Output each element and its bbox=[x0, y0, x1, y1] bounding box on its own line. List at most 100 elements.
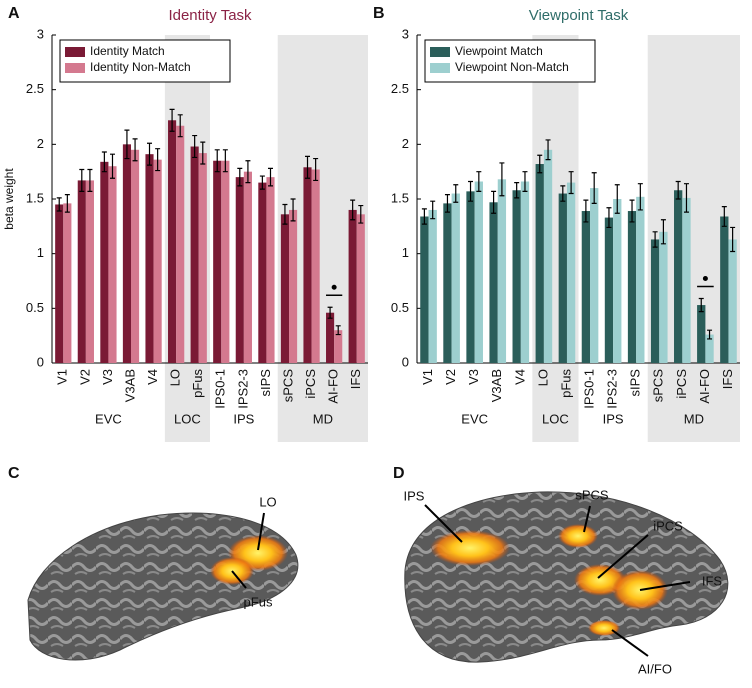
brain-d: D IPS sPCS iPCS IFS AI/FO bbox=[393, 465, 729, 676]
group-label: LOC bbox=[542, 411, 569, 426]
panel-letter: B bbox=[373, 5, 385, 22]
x-tick-label: LO bbox=[168, 369, 183, 386]
x-tick-label: sIPS bbox=[628, 369, 643, 397]
y-tick-label: 2 bbox=[37, 136, 44, 151]
bar bbox=[311, 169, 320, 363]
bar bbox=[512, 190, 521, 363]
legend-box bbox=[424, 39, 596, 83]
error-bar bbox=[707, 329, 713, 340]
y-tick-label: 1.5 bbox=[26, 190, 44, 205]
chart-title: Identity Task bbox=[168, 7, 252, 24]
region-label: iPCS bbox=[653, 518, 683, 533]
error-bar bbox=[683, 183, 689, 213]
pointer bbox=[583, 505, 591, 533]
brain-c: C LO pFus bbox=[8, 465, 299, 661]
pointer bbox=[231, 570, 247, 589]
bar bbox=[451, 193, 460, 363]
panel-letter: A bbox=[8, 5, 20, 22]
error-bar bbox=[499, 162, 505, 197]
x-tick-label: sPCS bbox=[280, 369, 295, 403]
legend-label: Viewpoint Non-Match bbox=[455, 60, 569, 74]
bar bbox=[674, 190, 683, 363]
error-bar bbox=[214, 149, 220, 173]
bar bbox=[190, 146, 199, 363]
error-bar bbox=[537, 154, 543, 174]
region-label: AI/FO bbox=[638, 661, 672, 676]
bar bbox=[63, 203, 72, 363]
error-bar bbox=[267, 167, 273, 187]
bar bbox=[420, 216, 429, 363]
group-label: EVC bbox=[461, 411, 488, 426]
bar bbox=[334, 330, 343, 363]
activation bbox=[588, 620, 620, 636]
bar bbox=[697, 305, 706, 363]
bar bbox=[720, 216, 729, 363]
error-bar bbox=[698, 297, 704, 313]
significance-dot bbox=[702, 275, 708, 281]
error-bar bbox=[350, 199, 356, 221]
significance-dot bbox=[331, 284, 337, 290]
legend-label: Identity Non-Match bbox=[90, 60, 191, 74]
error-bar bbox=[430, 200, 436, 220]
error-bar bbox=[222, 149, 228, 173]
group-label: EVC bbox=[95, 411, 122, 426]
legend-swatch bbox=[430, 47, 450, 57]
bar bbox=[659, 231, 668, 363]
bar bbox=[153, 159, 162, 363]
x-tick-label: AI-FO bbox=[326, 369, 341, 404]
error-bar bbox=[614, 184, 620, 214]
legend-swatch bbox=[65, 63, 85, 73]
bar bbox=[168, 120, 177, 363]
error-bar bbox=[358, 204, 364, 224]
x-tick-label: V4 bbox=[512, 369, 527, 385]
y-tick-label: 2 bbox=[402, 136, 409, 151]
x-tick-label: LO bbox=[535, 369, 550, 386]
group-label: MD bbox=[684, 411, 704, 426]
bar bbox=[581, 211, 591, 363]
bar bbox=[176, 125, 185, 363]
bar bbox=[108, 166, 117, 363]
error-bar bbox=[290, 198, 296, 222]
bar bbox=[258, 182, 267, 363]
error-bar bbox=[421, 208, 427, 225]
x-tick-label: IPS2-3 bbox=[605, 369, 620, 409]
error-bar bbox=[259, 175, 265, 190]
bar bbox=[428, 209, 437, 363]
bar bbox=[289, 209, 298, 363]
bar bbox=[566, 182, 576, 363]
bar bbox=[266, 177, 275, 363]
x-tick-label: sIPS bbox=[258, 369, 273, 397]
x-tick-label: IPS0-1 bbox=[581, 369, 596, 409]
group-label: LOC bbox=[174, 411, 201, 426]
bar bbox=[280, 214, 289, 363]
error-bar bbox=[56, 197, 62, 212]
x-tick-label: iPCS bbox=[303, 369, 318, 399]
group-label: IPS bbox=[603, 411, 624, 426]
legend-label: Identity Match bbox=[90, 44, 165, 58]
error-bar bbox=[132, 138, 138, 162]
bar bbox=[122, 144, 131, 363]
legend-label: Viewpoint Match bbox=[455, 44, 543, 58]
error-bar bbox=[721, 206, 727, 227]
group-label: IPS bbox=[233, 411, 254, 426]
bar bbox=[243, 171, 252, 363]
x-tick-label: pFus bbox=[558, 369, 573, 398]
error-bar bbox=[453, 184, 459, 203]
y-tick-label: 2.5 bbox=[391, 81, 409, 96]
bar bbox=[627, 211, 637, 363]
error-bar bbox=[109, 153, 115, 179]
x-tick-label: V4 bbox=[145, 369, 160, 385]
x-tick-label: IPS2-3 bbox=[235, 369, 250, 409]
bar bbox=[520, 181, 530, 363]
bar bbox=[303, 167, 312, 363]
error-bar bbox=[660, 219, 666, 245]
bar bbox=[356, 214, 365, 363]
bar bbox=[558, 193, 567, 363]
y-tick-label: 3 bbox=[402, 26, 409, 41]
bar bbox=[198, 153, 207, 363]
x-tick-label: V1 bbox=[55, 369, 70, 385]
error-bar bbox=[200, 141, 206, 165]
activation bbox=[430, 530, 510, 566]
bar bbox=[535, 164, 544, 363]
